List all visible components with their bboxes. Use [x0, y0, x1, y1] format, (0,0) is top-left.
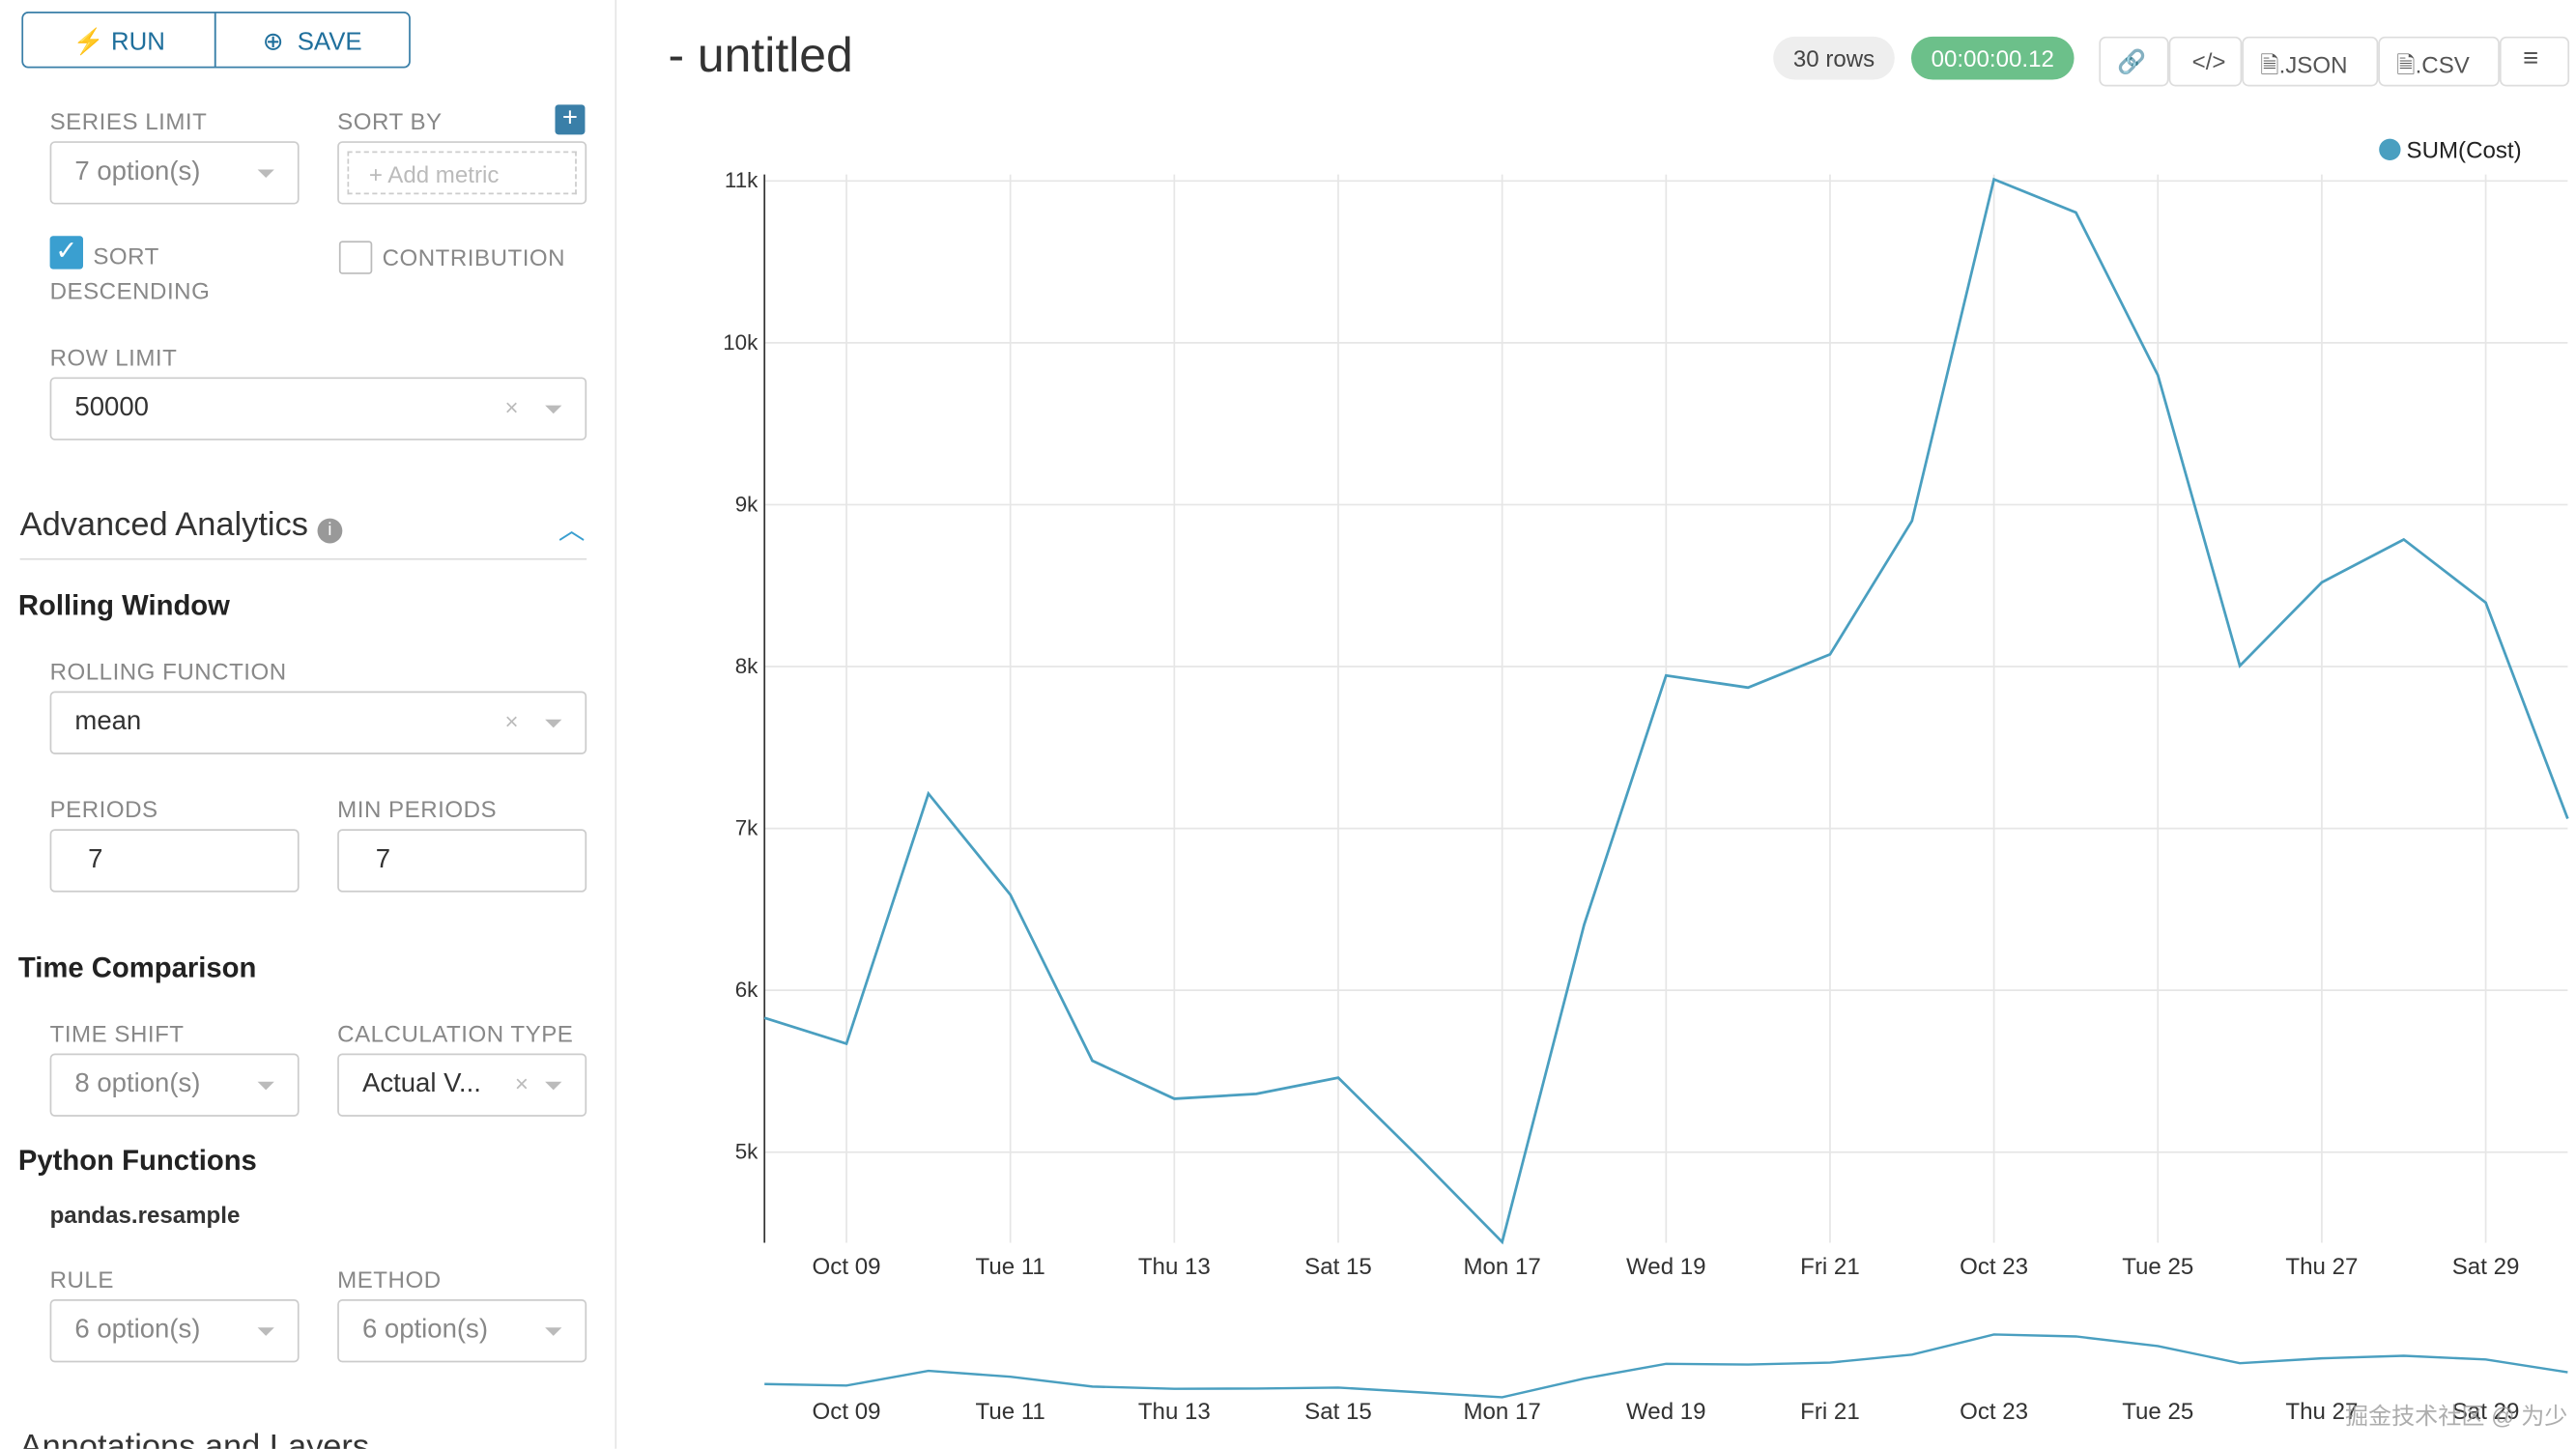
field-label: MIN PERIODS — [337, 795, 498, 823]
y-tick-label: 5k — [735, 1140, 758, 1164]
group-label: pandas.resample — [49, 1201, 241, 1229]
subsection-title: Python Functions — [17, 1145, 257, 1177]
field-label: CALCULATION TYPE — [337, 1020, 574, 1047]
legend-label: SUM(Cost) — [2407, 137, 2522, 163]
section-text: Advanced Analytics — [19, 506, 308, 544]
query-time: 00:00:00.12 — [1911, 36, 2075, 80]
field-label: SERIES LIMIT — [49, 107, 208, 135]
checkbox[interactable]: ✓ — [49, 236, 83, 270]
section-title[interactable]: Annotations and Layers — [19, 1429, 370, 1449]
select-value: Actual V... — [361, 1069, 481, 1098]
subsection-title: Rolling Window — [17, 589, 230, 622]
field-label: SORT BY — [337, 107, 443, 135]
select-value: 6 option(s) — [361, 1316, 488, 1345]
csv-button[interactable]: 🗎.CSV — [2378, 36, 2500, 87]
save-label: SAVE — [297, 28, 362, 57]
row-count: 30 rows — [1773, 36, 1895, 80]
text-input[interactable]: 7 — [49, 829, 300, 893]
x-tick-label: Thu 27 — [2285, 1254, 2358, 1280]
y-tick-label: 6k — [735, 978, 758, 1002]
select-value: 7 option(s) — [74, 157, 201, 186]
run-label: RUN — [110, 28, 165, 57]
y-tick-label: 10k — [723, 330, 758, 355]
link-button[interactable]: 🔗 — [2099, 36, 2169, 87]
select-value: 6 option(s) — [74, 1316, 201, 1345]
brush-x-label: Thu 27 — [2285, 1399, 2358, 1425]
x-tick-label: Wed 19 — [1626, 1254, 1706, 1280]
x-tick-label: Sat 29 — [2452, 1254, 2520, 1280]
y-tick-label: 11k — [725, 168, 758, 192]
divider — [19, 557, 587, 560]
watermark: 掘金技术社区 @ 为少 — [2345, 1404, 2567, 1430]
collapse-icon[interactable]: ︿ — [558, 1429, 586, 1449]
chart-title: - untitled — [668, 29, 853, 84]
brush-x-label: Sat 15 — [1304, 1399, 1372, 1425]
select[interactable]: 6 option(s) — [337, 1299, 587, 1363]
collapse-icon[interactable]: ︿ — [558, 516, 586, 546]
x-tick-label: Sat 15 — [1304, 1254, 1372, 1280]
checkbox-label: CONTRIBUTION — [382, 243, 566, 271]
checkbox[interactable] — [338, 241, 373, 274]
select-value: 50000 — [74, 393, 149, 422]
select[interactable]: 6 option(s) — [49, 1299, 300, 1363]
menu-button[interactable]: ≡ — [2499, 36, 2570, 87]
legend-swatch — [2379, 138, 2401, 160]
brush-x-label: Tue 11 — [976, 1399, 1045, 1425]
button-label: .JSON — [2278, 51, 2348, 78]
x-tick-label: Mon 17 — [1463, 1254, 1540, 1280]
brush-x-label: Oct 09 — [813, 1399, 881, 1425]
subsection-title: Time Comparison — [17, 952, 257, 984]
metric-input[interactable]: + Add metric — [337, 141, 587, 205]
brush-x-label: Thu 13 — [1138, 1399, 1211, 1425]
field-label: ROLLING FUNCTION — [49, 658, 287, 685]
select-value: 8 option(s) — [74, 1069, 201, 1098]
brush-x-label: Mon 17 — [1463, 1399, 1540, 1425]
x-tick-label: Fri 21 — [1800, 1254, 1860, 1280]
y-tick-label: 9k — [735, 492, 758, 516]
y-tick-label: 7k — [735, 815, 758, 839]
field-label: TIME SHIFT — [49, 1020, 185, 1047]
line-series — [763, 177, 2569, 1245]
x-tick-label: Tue 25 — [2122, 1254, 2193, 1280]
button-label: .CSV — [2415, 51, 2470, 78]
add-button[interactable]: + — [555, 104, 586, 135]
brush-x-label: Oct 23 — [1960, 1399, 2028, 1425]
text-input[interactable]: 7 — [337, 829, 587, 893]
select[interactable]: mean × — [49, 691, 587, 754]
checkbox-label: SORT DESCENDING — [49, 242, 211, 304]
field-label: PERIODS — [49, 795, 158, 823]
section-title[interactable]: Advanced Analytics i — [20, 507, 343, 546]
y-tick-label: 8k — [735, 654, 758, 678]
x-tick-label: Thu 13 — [1138, 1254, 1211, 1280]
select[interactable]: 8 option(s) — [49, 1053, 300, 1117]
select[interactable]: Actual V... × — [337, 1053, 587, 1117]
select[interactable]: 50000 × — [49, 377, 587, 440]
brush-x-label: Wed 19 — [1626, 1399, 1706, 1425]
save-button[interactable]: ⊕ SAVE — [214, 12, 411, 69]
field-label: METHOD — [337, 1265, 442, 1293]
x-tick-label: Oct 23 — [1960, 1254, 2028, 1280]
placeholder: Add metric — [387, 160, 500, 188]
field-label: RULE — [49, 1265, 114, 1293]
sidebar — [0, 0, 617, 1449]
brush-x-label: Fri 21 — [1800, 1399, 1860, 1425]
embed-button[interactable]: </> — [2168, 36, 2243, 87]
brush-x-label: Tue 25 — [2122, 1399, 2193, 1425]
x-tick-label: Tue 11 — [976, 1254, 1045, 1280]
select[interactable]: 7 option(s) — [49, 141, 300, 205]
x-tick-label: Oct 09 — [813, 1254, 881, 1280]
brush-line — [764, 1333, 2568, 1399]
field-label: ROW LIMIT — [49, 344, 178, 371]
run-button[interactable]: ⚡ RUN — [21, 12, 216, 69]
brush-x-label: Sat 29 — [2452, 1399, 2520, 1425]
json-button[interactable]: 🗎.JSON — [2242, 36, 2379, 87]
select-value: mean — [74, 707, 142, 736]
